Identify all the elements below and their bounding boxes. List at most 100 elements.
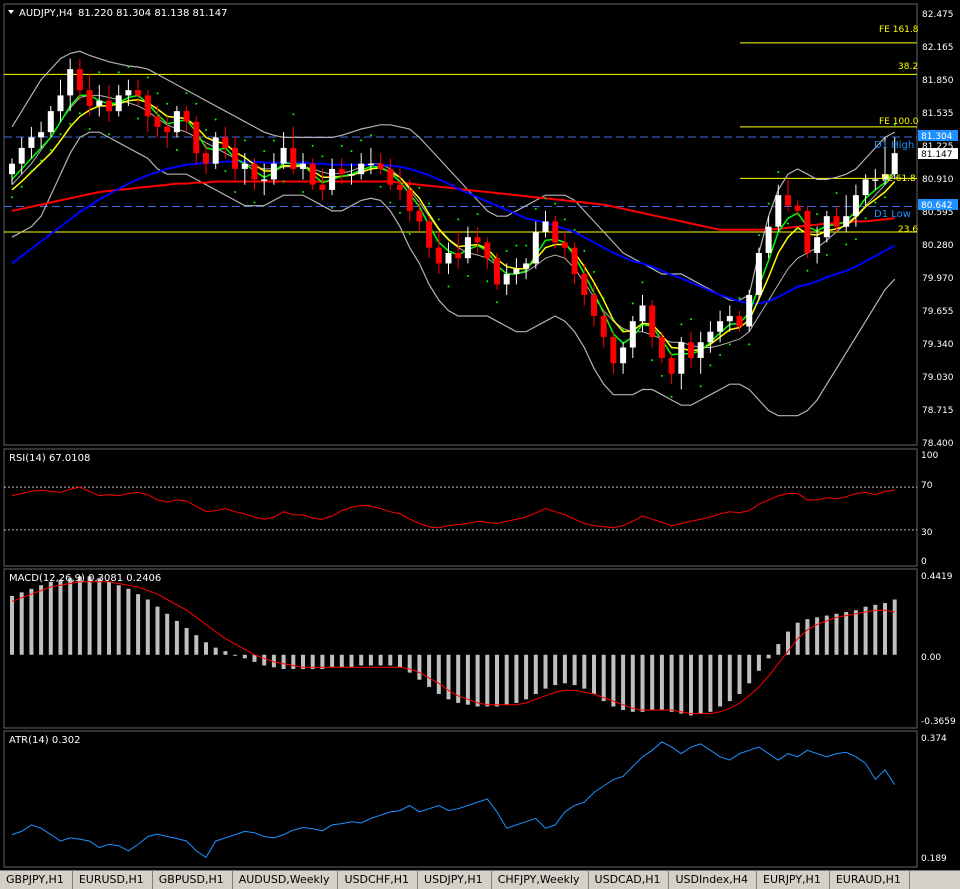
macd-bar [436,654,441,694]
parabolic-sar-dot [399,212,401,215]
candle-body [658,336,665,358]
macd-bar [339,654,344,668]
price-axis-label: 80.595 [922,208,954,218]
main-panel-frame [3,3,918,446]
macd-bar [747,654,752,684]
macd-chart[interactable] [10,576,897,716]
parabolic-sar-dot [767,202,770,205]
tab-usdindex-h4[interactable]: USDIndex,H4 [669,871,758,889]
parabolic-sar-dot [302,191,304,194]
candle-body [620,347,627,364]
tab-usdchf-h1[interactable]: USDCHF,H1 [338,871,419,889]
macd-bar [679,654,684,714]
macd-axis-label: -0.3659 [921,717,956,727]
parabolic-sar-dot [360,139,363,142]
parabolic-sar-dot [787,222,789,225]
tab-euraud-h1[interactable]: EURAUD,H1 [830,871,910,889]
parabolic-sar-dot [806,269,809,272]
macd-bar [165,613,170,655]
candle-body [532,231,539,264]
macd-bar [291,654,296,670]
macd-bar [572,654,577,686]
candle-body [319,184,326,190]
parabolic-sar-dot [408,233,411,236]
candle-body [726,315,733,322]
rsi-axis-label: 0 [921,557,927,567]
macd-bar [834,613,839,655]
parabolic-sar-dot [59,133,62,136]
macd-bar [446,654,451,700]
parabolic-sar-dot [525,244,528,247]
parabolic-sar-dot [738,297,741,300]
candle-body [455,252,462,259]
candle-body [872,179,879,181]
price-axis-label: 81.535 [922,109,954,119]
parabolic-sar-dot [108,133,110,136]
candle-body [484,242,491,259]
parabolic-sar-dot [214,118,217,121]
macd-bar [398,654,402,668]
macd-bar [388,654,393,666]
tab-gbpusd-h1[interactable]: GBPUSD,H1 [153,871,233,889]
macd-bar [514,654,519,703]
parabolic-sar-dot [505,249,508,252]
parabolic-sar-dot [825,254,828,257]
macd-bar [465,654,470,705]
parabolic-sar-dot [874,201,877,204]
macd-bar [805,619,810,655]
price-chart[interactable] [4,42,917,417]
candle-body [707,331,714,343]
ohlc-readout: 81.220 81.304 81.138 81.147 [78,8,228,19]
parabolic-sar-dot [40,159,43,162]
parabolic-sar-dot [166,102,169,105]
macd-bar [815,617,820,655]
candle-body [717,321,724,332]
candle-body [668,357,675,374]
candle-body [96,100,103,106]
parabolic-sar-dot [185,92,188,95]
macd-bar [737,654,742,694]
candle-body [736,315,743,327]
candle-body [503,273,510,285]
rsi-chart[interactable] [4,486,917,531]
candle-body [513,268,520,274]
tab-eurjpy-h1[interactable]: EURJPY,H1 [757,871,830,889]
tab-usdjpy-h1[interactable]: USDJPY,H1 [418,871,492,889]
parabolic-sar-dot [583,249,586,252]
macd-bar [659,654,664,711]
atr-chart[interactable] [11,741,896,859]
macd-bar [310,654,315,670]
tab-eurusd-h1[interactable]: EURUSD,H1 [73,871,153,889]
macd-label: MACD(12,26,9) 0.3081 0.2406 [9,573,161,584]
candle-body [591,294,597,316]
tab-gbpjpy-h1[interactable]: GBPJPY,H1 [0,871,73,889]
macd-bar [368,654,373,666]
symbol-label: AUDJPY,H4 [19,8,73,19]
candle-body [164,126,171,133]
candle-body [28,137,35,148]
parabolic-sar-dot [243,139,246,142]
parabolic-sar-dot [156,92,159,95]
tab-audusd-weekly[interactable]: AUDUSD,Weekly [233,871,339,889]
rsi-axis-label: 100 [921,451,938,461]
tab-chfjpy-weekly[interactable]: CHFJPY,Weekly [492,871,589,889]
level-label-d1high: D1 High [874,140,914,151]
price-tag-d1high-text: 81.304 [921,132,953,142]
candle-body [290,147,297,169]
chart-canvas[interactable]: AUDJPY,H4 81.220 81.304 81.138 81.147 RS… [0,0,960,870]
parabolic-sar-dot [437,218,440,221]
candle-body [358,163,365,175]
macd-bar [776,644,781,655]
candle-body [794,205,801,211]
price-tag-d1low [918,199,958,210]
parabolic-sar-dot [563,218,566,221]
parabolic-sar-dot [893,123,896,126]
candle-body [270,163,277,180]
tab-usdcad-h1[interactable]: USDCAD,H1 [589,871,670,889]
macd-bar [262,654,267,666]
candle-body [581,273,588,295]
candle-body [135,90,142,96]
level-label-fe618: FE 61.8 [882,174,916,184]
macd-bar [863,606,868,655]
symbol-menu-arrow-icon[interactable] [8,10,14,14]
